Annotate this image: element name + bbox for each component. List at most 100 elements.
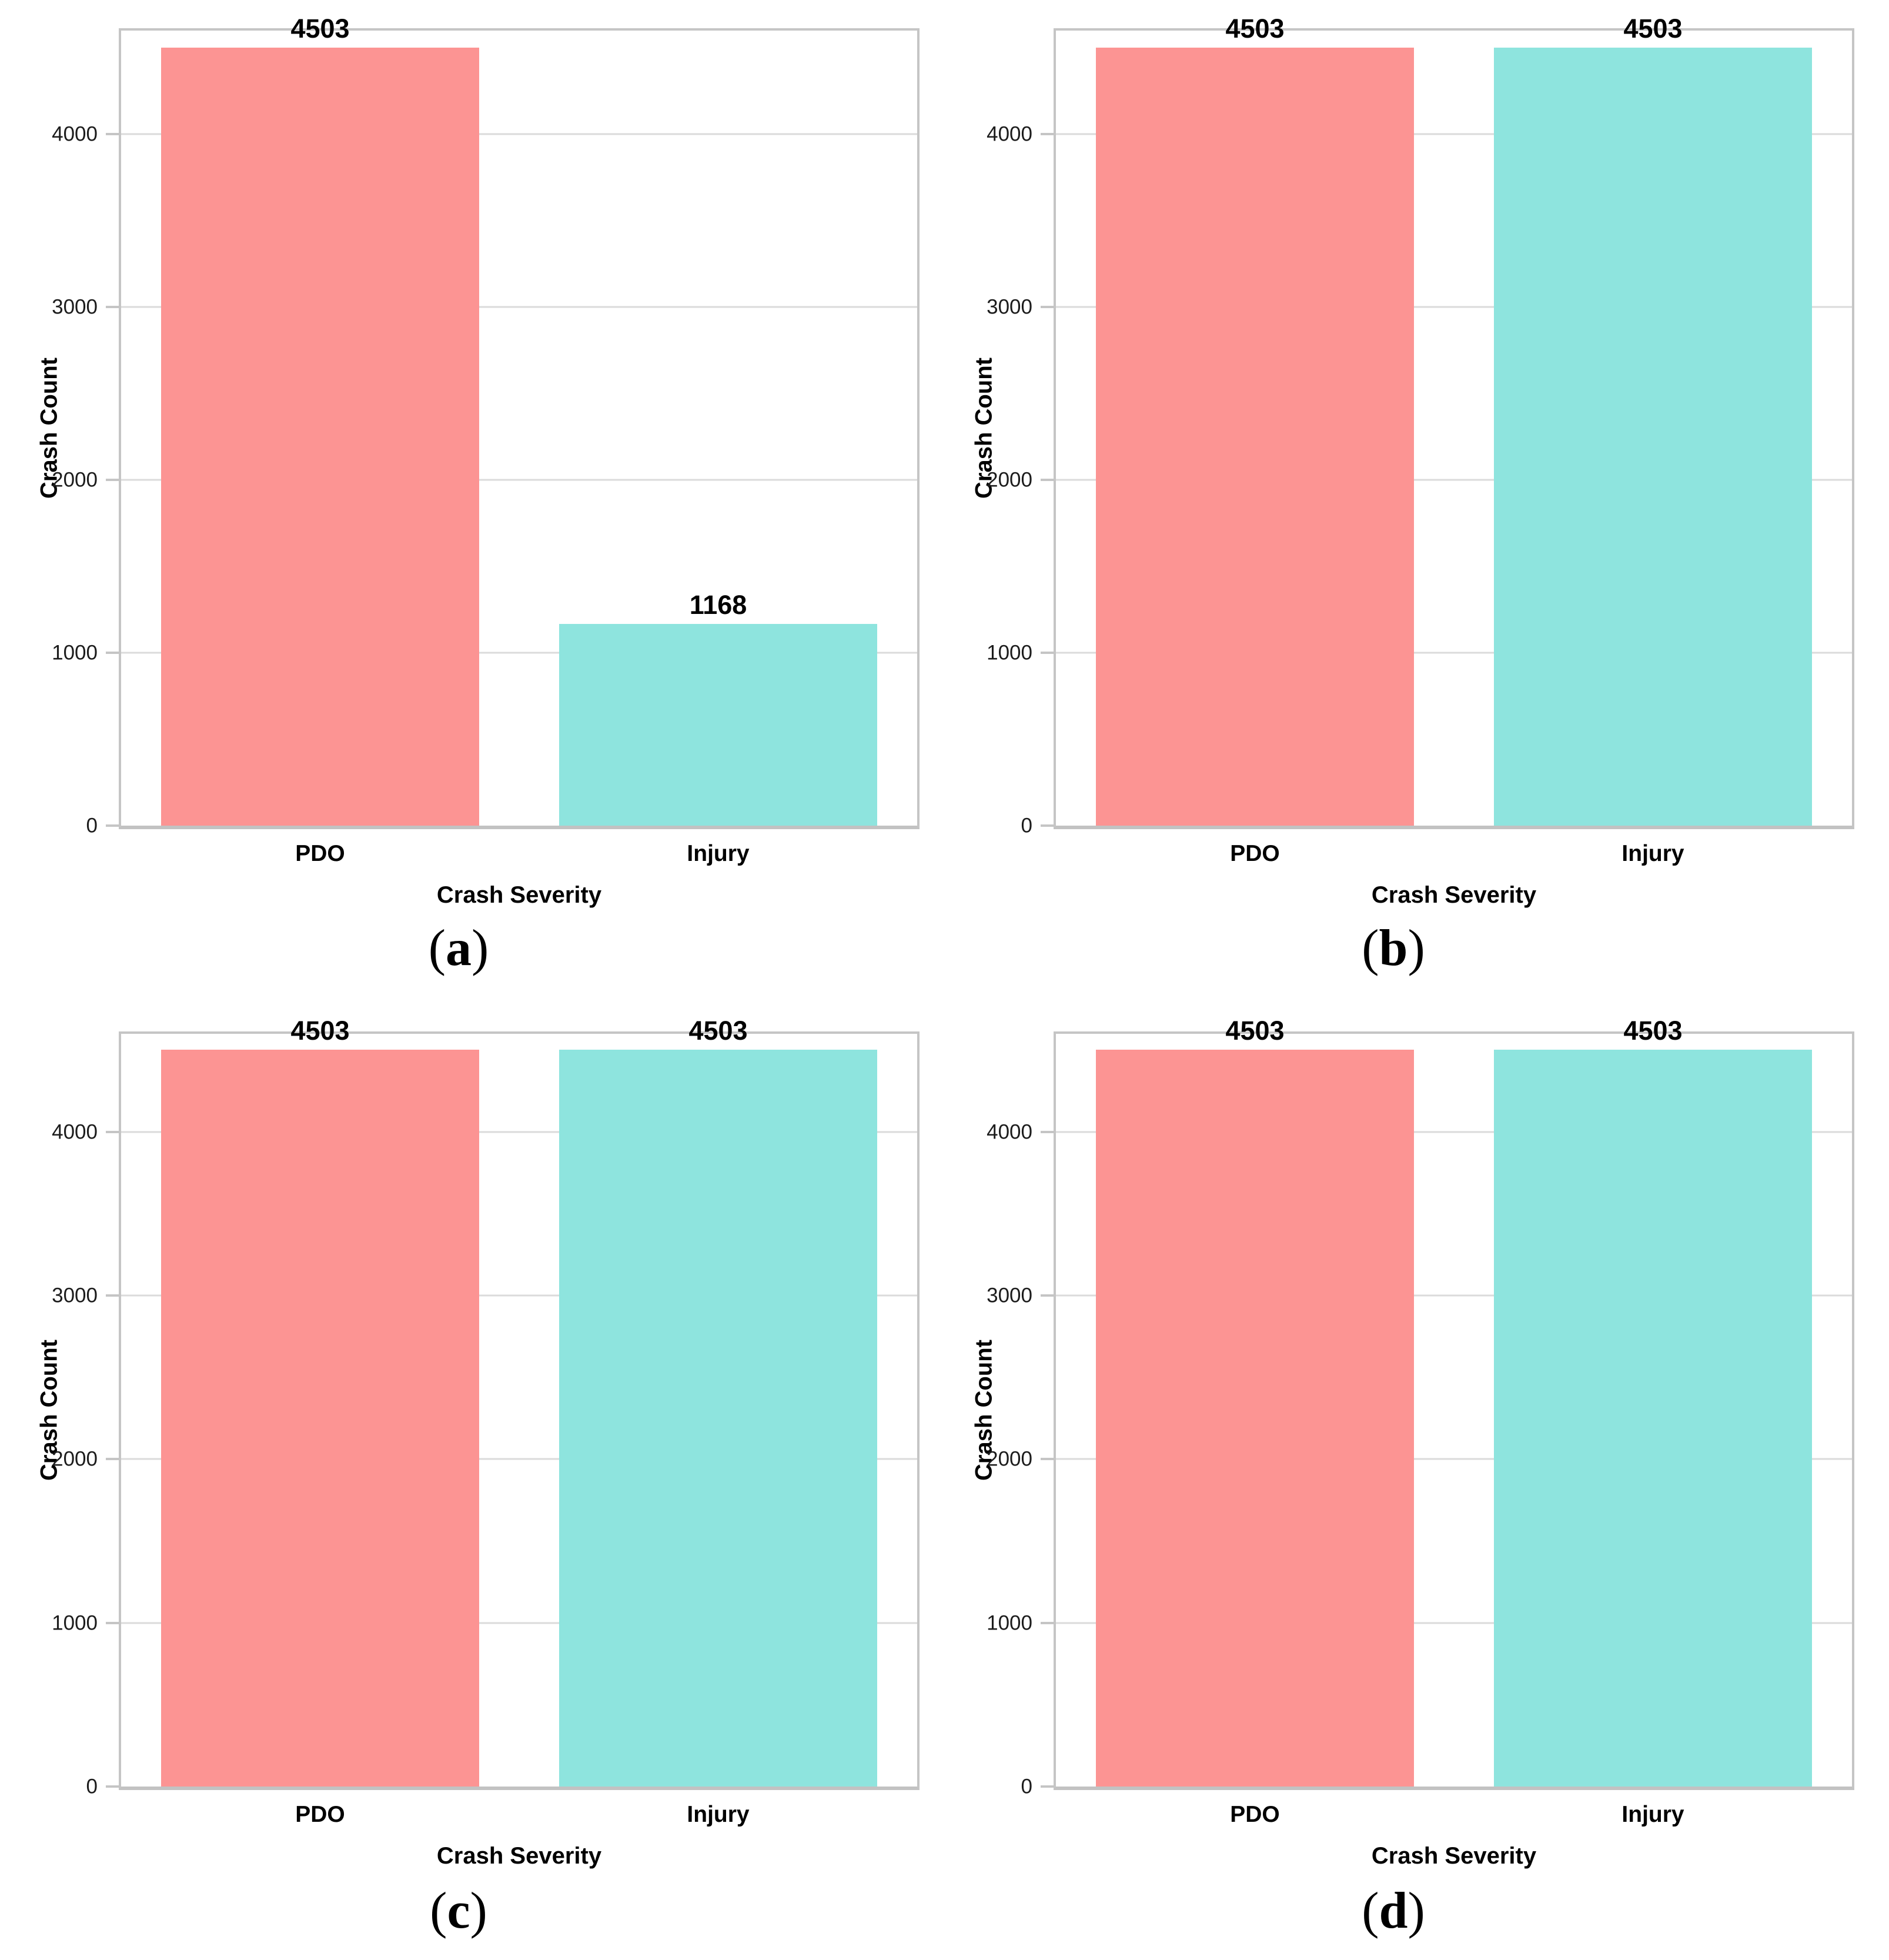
y-tick-label: 2000 (52, 468, 98, 492)
y-tick-mark (106, 306, 121, 309)
y-tick-mark (106, 1621, 121, 1624)
y-tick-mark (106, 1785, 121, 1788)
y-tick-mark (106, 1130, 121, 1133)
caption-paren: ) (1407, 920, 1425, 977)
y-tick-label: 2000 (987, 468, 1032, 492)
y-tick-label: 1000 (52, 641, 98, 665)
bar-pdo (1095, 1050, 1415, 1787)
gridline (121, 1294, 917, 1297)
y-tick-label: 4000 (52, 122, 98, 146)
bar-pdo (161, 1050, 480, 1787)
y-tick-mark (106, 824, 121, 827)
caption-b: (b) (935, 920, 1852, 977)
gridline (121, 306, 917, 308)
bar-pdo (161, 47, 480, 826)
y-tick-label: 2000 (52, 1447, 98, 1471)
x-tick-label-pdo: PDO (295, 841, 345, 866)
caption-d: (d) (935, 1882, 1852, 1940)
panel-c: Crash Count 0 1000 2000 3000 4000 4503 4… (0, 1001, 920, 1960)
bar-value-label: 4503 (290, 13, 350, 44)
panel-d: Crash Count 0 1000 2000 3000 4000 4503 4… (935, 1001, 1854, 1960)
caption-paren: ) (1407, 1882, 1425, 1939)
caption-letter: b (1379, 920, 1408, 977)
caption-letter: c (447, 1882, 470, 1939)
gridline (121, 652, 917, 654)
y-tick-mark (106, 1458, 121, 1461)
plot-area: Crash Count 0 1000 2000 3000 4000 4503 4… (36, 1017, 920, 1869)
caption-a: (a) (0, 920, 917, 977)
gridline (1056, 306, 1852, 308)
caption-c: (c) (0, 1882, 917, 1940)
y-tick-mark (106, 133, 121, 136)
bar-injury (1493, 1050, 1813, 1787)
y-tick-label: 3000 (987, 295, 1032, 319)
bar-value-label: 4503 (290, 1016, 350, 1046)
caption-paren: ) (470, 1882, 487, 1939)
y-tick-mark (106, 652, 121, 655)
y-tick-label: 3000 (987, 1284, 1032, 1307)
y-tick-mark (1041, 133, 1056, 136)
y-tick-label: 4000 (987, 122, 1032, 146)
x-axis-title: Crash Severity (1371, 882, 1537, 908)
y-tick-mark (1041, 1294, 1056, 1297)
y-tick-mark (106, 1294, 121, 1297)
x-tick-label-injury: Injury (1621, 841, 1684, 866)
bar-injury (559, 623, 878, 826)
y-tick-mark (1041, 1130, 1056, 1133)
y-tick-mark (1041, 479, 1056, 482)
gridline (1056, 133, 1852, 135)
caption-paren: ( (428, 920, 446, 977)
x-tick-label-injury: Injury (1621, 1802, 1684, 1827)
y-tick-label: 1000 (987, 641, 1032, 665)
gridline (121, 1131, 917, 1133)
caption-paren: ( (430, 1882, 447, 1939)
y-tick-label: 0 (1021, 814, 1032, 837)
gridline (121, 1458, 917, 1460)
y-tick-mark (1041, 306, 1056, 309)
y-tick-mark (1041, 1458, 1056, 1461)
bar-value-label: 1168 (689, 589, 747, 620)
bar-value-label: 4503 (1623, 1016, 1683, 1046)
bar-value-label: 4503 (688, 1016, 748, 1046)
y-tick-label: 2000 (987, 1447, 1032, 1471)
panel-b: Crash Count 0 1000 2000 3000 4000 4503 4… (935, 0, 1854, 1000)
y-tick-mark (1041, 1785, 1056, 1788)
gridline (1056, 1458, 1852, 1460)
plot-area: Crash Count 0 1000 2000 3000 4000 4503 4… (971, 15, 1854, 908)
bar-value-label: 4503 (1225, 13, 1285, 44)
bar-injury (559, 1050, 878, 1787)
y-tick-label: 1000 (987, 1611, 1032, 1635)
gridline (1056, 1294, 1852, 1297)
caption-paren: ) (472, 920, 489, 977)
gridline (121, 133, 917, 135)
bar-pdo (1095, 47, 1415, 826)
y-tick-label: 3000 (52, 295, 98, 319)
x-tick-label-pdo: PDO (1230, 1802, 1280, 1827)
x-tick-label-injury: Injury (687, 1802, 750, 1827)
y-tick-label: 4000 (52, 1120, 98, 1144)
caption-letter: a (446, 920, 472, 977)
y-tick-mark (1041, 824, 1056, 827)
x-tick-label-pdo: PDO (295, 1802, 345, 1827)
bar-injury (1493, 47, 1813, 826)
caption-letter: d (1379, 1882, 1408, 1939)
gridline (1056, 652, 1852, 654)
y-tick-label: 1000 (52, 1611, 98, 1635)
gridline (121, 479, 917, 481)
plot-area: Crash Count 0 1000 2000 3000 4000 4503 1… (36, 15, 920, 908)
x-tick-label-pdo: PDO (1230, 841, 1280, 866)
bar-value-label: 4503 (1623, 13, 1683, 44)
y-tick-label: 0 (86, 1775, 98, 1798)
plot-area: Crash Count 0 1000 2000 3000 4000 4503 4… (971, 1017, 1854, 1869)
y-tick-mark (1041, 1621, 1056, 1624)
y-tick-label: 4000 (987, 1120, 1032, 1144)
y-tick-mark (106, 479, 121, 482)
y-tick-label: 0 (86, 814, 98, 837)
x-axis-title: Crash Severity (436, 882, 602, 908)
panel-a: Crash Count 0 1000 2000 3000 4000 4503 1… (0, 0, 920, 1000)
caption-paren: ( (1362, 920, 1379, 977)
gridline (1056, 479, 1852, 481)
bar-value-label: 4503 (1225, 1016, 1285, 1046)
gridline (121, 1622, 917, 1624)
x-tick-label-injury: Injury (687, 841, 750, 866)
